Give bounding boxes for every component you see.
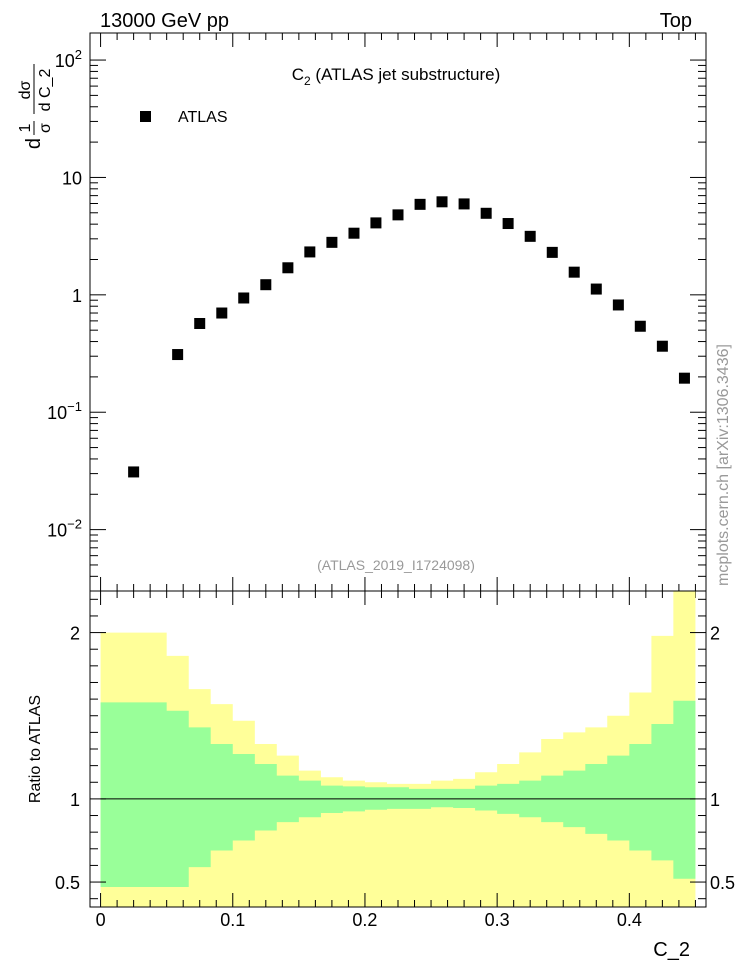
data-point [304,246,316,258]
data-point [568,266,580,278]
data-point [502,218,514,230]
data-point [634,320,646,332]
data-point [282,262,294,274]
source-watermark: mcplots.cern.ch [arXiv:1306.3436] [715,344,732,586]
data-point [436,196,448,208]
data-point [348,227,360,239]
x-tick-label: 0.1 [220,910,245,930]
y-label-d: d [23,138,45,149]
x-tick-label: 0 [96,910,106,930]
y-label-dc2: d C_2 [37,69,54,112]
data-point [524,230,536,242]
energy-label: 13000 GeV pp [100,10,229,32]
data-point [590,283,602,295]
analysis-id-label: (ATLAS_2019_I1724098) [317,557,475,573]
data-point [128,466,140,478]
data-point [458,198,470,210]
y-tick-label-right: 1 [710,790,720,810]
y-tick-label: 0.5 [55,873,80,893]
data-point [194,317,206,329]
legend-label: ATLAS [178,109,228,126]
y-tick-label: 1 [70,790,80,810]
y-label-one: 1 [17,123,34,132]
data-point [656,340,668,352]
ratio-panel: 0 0.1 0.2 0.3 0.4 C_2 0.5 0.5 1 1 2 2 Ratio to ATLAS [27,590,735,961]
data-point [546,246,558,258]
x-axis-label: C_2 [653,939,690,961]
process-label: Top [660,10,692,32]
data-point [238,292,250,304]
data-point [326,236,338,248]
chart-title: C2 (ATLAS jet substructure) [292,65,501,88]
y-axis-label: d 1 σ dσ d C_2 [17,64,54,149]
y-tick-label: 1 [72,286,82,306]
data-point [216,307,228,319]
y-label-sigma: σ [37,123,54,133]
data-point [392,209,404,221]
data-point [370,217,382,229]
x-tick-label: 0.3 [485,910,510,930]
data-point [678,372,690,384]
y-tick-label: 10−1 [47,399,82,423]
data-point [612,299,624,311]
y-tick-label: 10−2 [47,517,82,541]
ratio-axis-label: Ratio to ATLAS [27,695,44,803]
x-tick-label: 0.2 [352,910,377,930]
data-point [480,207,492,219]
data-point [260,279,272,291]
main-panel: 102 10 1 10−1 10−2 C2 (ATLAS jet substructure… [17,32,707,605]
x-tick-label: 0.4 [617,910,642,930]
y-label-dsigma: dσ [17,80,34,99]
y-tick-label: 102 [55,47,82,71]
data-point [172,349,184,361]
inner-uncertainty-band [100,700,696,888]
y-tick-label: 10 [62,168,82,188]
legend-marker [140,111,151,122]
data-point [414,198,426,210]
y-tick-label: 2 [70,624,80,644]
y-tick-label-right: 0.5 [710,873,735,893]
y-tick-label-right: 2 [710,624,720,644]
